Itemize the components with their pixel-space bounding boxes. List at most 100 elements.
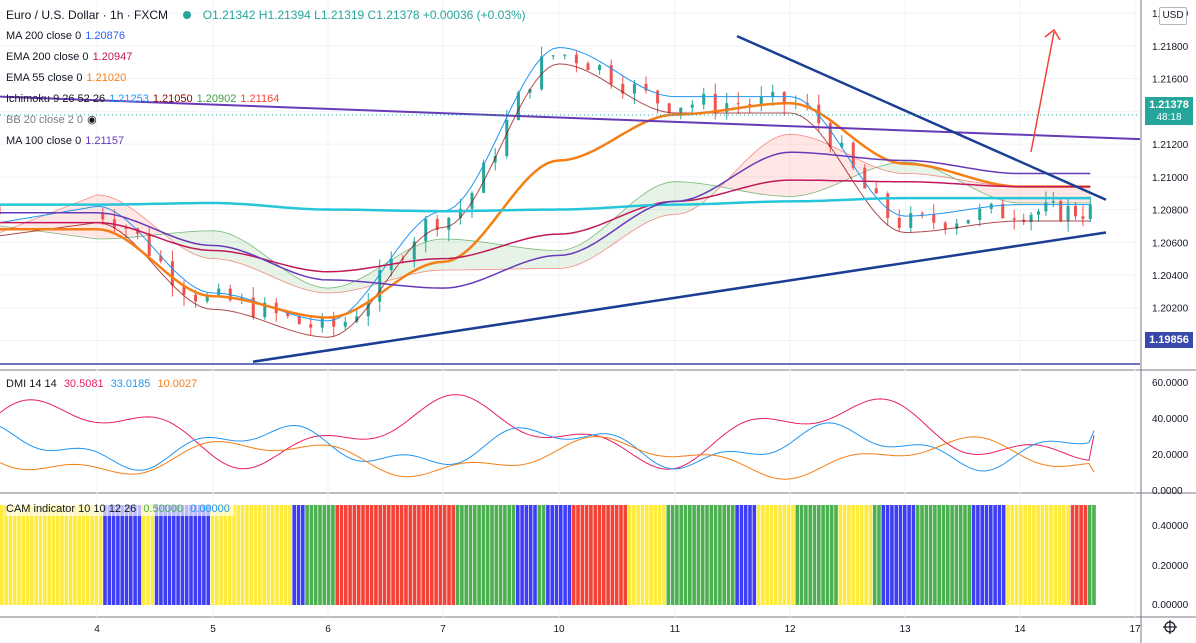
cloud-segment [213,230,219,259]
cloud-segment [778,134,785,197]
candle-body [679,107,683,113]
cloud-segment [1075,186,1080,203]
cam-bar [258,505,262,605]
cam-bar [0,505,4,605]
cam-bar [537,505,542,605]
cloud-segment [1086,186,1091,203]
cam-bar [275,505,279,605]
cam-bar [77,505,81,605]
cam-bar [301,505,305,605]
cam-bar [236,505,241,605]
symbol-legend[interactable]: Euro / U.S. Dollar · 1h · FXCM O1.21342 … [6,8,530,22]
indicator-legend-item[interactable]: EMA 200 close 0 1.20947 [6,50,136,64]
cam-bar [133,505,137,605]
cam-bar [81,505,86,605]
cam-bar [318,505,322,605]
cam-bar [253,505,258,605]
cam-bar [821,505,825,605]
cam-bar [17,505,21,605]
cam-bar [933,505,937,605]
dmi-line [0,422,1095,472]
cloud-segment [680,181,687,214]
cam-bar [877,505,881,605]
indicator-legend-item[interactable]: Ichimoku 9 26 52 26 1.21253 1.21050 1.20902… [6,92,283,106]
candle-body [251,297,255,318]
cam-bar [395,505,400,605]
indicator-value: 1.20947 [92,51,133,63]
cloud-segment [547,250,554,269]
indicator-legend-item[interactable]: BB 20 close 2 0 ◉ [6,113,101,127]
cloud-segment [576,243,583,266]
cam-bar [855,505,860,605]
cloud-segment [1020,186,1024,203]
cam-legend[interactable]: CAM indicator 10 10 12 26 0.50000 0.0000… [6,502,234,516]
cloud-segment [97,194,103,239]
indicator-legend-item[interactable]: MA 100 close 0 1.21157 [6,134,128,148]
currency-button[interactable]: USD [1159,7,1187,25]
cam-bar [679,505,683,605]
cam-bar [219,505,223,605]
cam-bar [550,505,554,605]
dmi-value-adx: 10.0027 [157,378,198,390]
cam-bar [412,505,417,605]
cam-bar [907,505,911,605]
cam-bar [503,505,507,605]
cam-bar [971,505,976,605]
cam-bar [262,505,266,605]
dmi-tick-label: 0.0000 [1152,486,1183,497]
candle-body [851,142,855,168]
cloud-segment [669,181,675,215]
cam-bar [309,505,314,605]
cloud-segment [784,134,790,197]
cam-bar [817,505,821,605]
candle-body [170,261,174,286]
cam-bar [313,505,318,605]
cloud-segment [893,162,900,174]
cam-label: CAM indicator 10 10 12 26 [6,503,137,515]
cloud-segment [362,274,369,289]
dmi-legend[interactable]: DMI 14 14 30.5081 33.0185 10.0027 [6,377,201,391]
cam-bar [571,505,576,605]
cam-bar [645,505,649,605]
cam-bar [636,505,640,605]
cam-bar [567,505,572,605]
candle-body [1081,216,1085,219]
indicator-legend-item[interactable]: MA 200 close 0 1.20876 [6,29,129,43]
cam-bar [167,505,172,605]
cloud-segment [564,248,571,269]
cam-bar [331,505,335,605]
cloud-segment [524,247,530,269]
cam-bar [344,505,348,605]
indicator-value: 1.21050 [152,93,193,105]
cam-bar [915,505,920,605]
symbol-title[interactable]: Euro / U.S. Dollar · 1h · FXCM [6,8,169,22]
dmi-tick-label: 60.0000 [1152,378,1189,389]
cloud-segment [582,239,588,263]
cam-bar [761,505,765,605]
cam-bar [950,505,954,605]
cam-bar [507,505,511,605]
cam-bar [1075,505,1079,605]
hidden-eye-icon[interactable]: ◉ [87,114,97,126]
cam-bar [184,505,189,605]
cam-bar [245,505,249,605]
cursor-settings-icon[interactable] [1162,619,1178,635]
cam-bar [653,505,658,605]
cam-bar [649,505,653,605]
candle-body [217,288,221,295]
candle-body [1051,200,1055,203]
candle-body [702,93,706,105]
price-tick-label: 1.20800 [1152,206,1189,217]
indicator-legend-item[interactable]: EMA 55 close 0 1.21020 [6,71,130,85]
cloud-segment [640,192,646,227]
cloud-segment [172,232,179,245]
candle-body [1037,211,1040,215]
cam-bar [197,505,202,605]
cam-bar [86,505,90,605]
cam-bar [60,505,64,605]
cam-bar [154,505,159,605]
cam-bar [511,505,516,605]
cloud-segment [1049,186,1054,203]
forecast-arrow-head [1044,28,1061,41]
